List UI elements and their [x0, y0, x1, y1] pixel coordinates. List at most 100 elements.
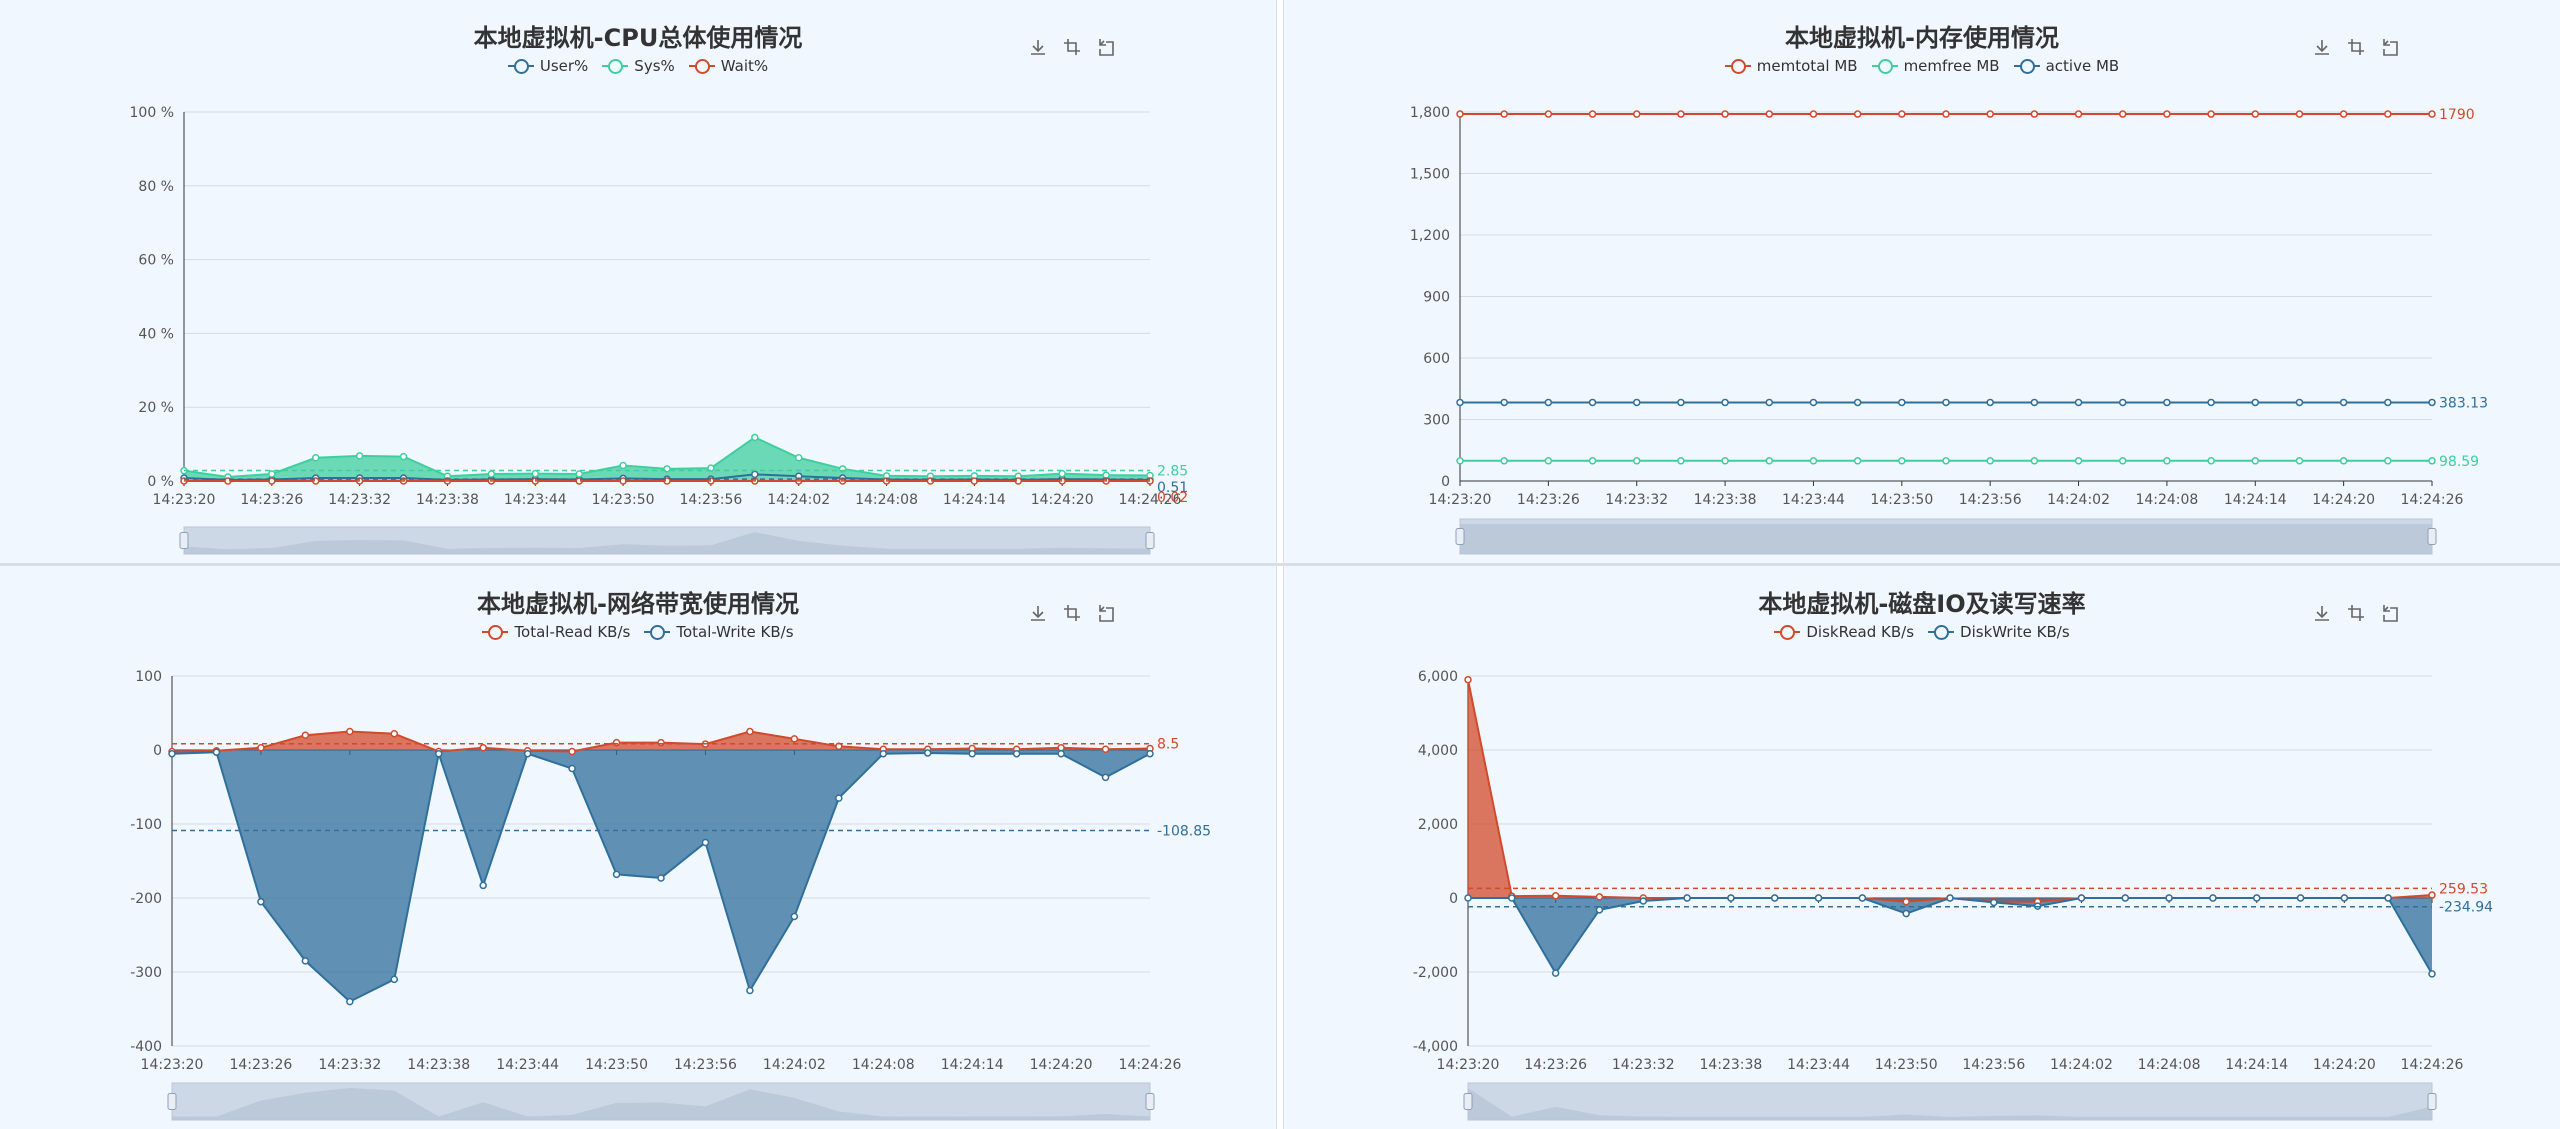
memfree-mb-point	[1588, 457, 1597, 465]
x-tick-label: 14:23:38	[407, 1057, 470, 1073]
legend-item-user[interactable]: User%	[507, 57, 589, 75]
x-tick-label: 14:23:20	[153, 492, 216, 508]
y-tick-label: 0	[153, 743, 162, 759]
mark-line-label: -234.94	[2439, 900, 2493, 916]
x-tick-label: 14:24:26	[1119, 1057, 1182, 1073]
x-tick-label: 14:24:02	[763, 1057, 826, 1073]
x-tick-label: 14:23:44	[496, 1057, 559, 1073]
memfree-mb-point	[1721, 457, 1729, 465]
zoom-handle-right[interactable]	[2427, 528, 2437, 545]
legend-item-wait[interactable]: Wait%	[688, 57, 769, 75]
memtotal-mb-point	[2207, 110, 2215, 118]
legend-label: Wait%	[720, 57, 769, 75]
total-write-kb-s-point	[879, 749, 888, 758]
zoom-select-icon[interactable]	[1059, 600, 1085, 626]
legend-swatch-icon	[507, 59, 534, 74]
memfree-mb-point	[2118, 457, 2127, 465]
zoom-select-icon-glyph	[1064, 39, 1080, 55]
sys-point	[399, 452, 408, 461]
legend-item-total-read-kb-s[interactable]: Total-Read KB/s	[482, 623, 630, 641]
zoom-select-icon[interactable]	[2343, 600, 2369, 626]
zoom-reset-icon[interactable]	[1093, 34, 1119, 60]
legend-item-diskwrite-kb-s[interactable]: DiskWrite KB/s	[1928, 623, 2070, 641]
legend-swatch-icon	[602, 59, 629, 74]
icon-path	[2348, 605, 2364, 621]
zoom-handle-left[interactable]	[179, 532, 189, 549]
memtotal-mb-point	[1677, 110, 1685, 118]
zoom-select-icon[interactable]	[1059, 34, 1085, 60]
total-read-kb-s-point	[390, 729, 399, 738]
legend-item-sys[interactable]: Sys%	[602, 57, 675, 75]
x-tick-label: 14:23:44	[504, 492, 567, 508]
zoom-reset-icon[interactable]	[2377, 34, 2403, 60]
zoom-handle-left[interactable]	[1455, 528, 1465, 545]
chart-title: 本地虚拟机-内存使用情况	[1785, 24, 2059, 52]
download-icon[interactable]	[1025, 600, 1051, 626]
total-read-kb-s-point	[1101, 745, 1110, 754]
grid-lines	[1460, 111, 2432, 482]
legend-item-active-mb[interactable]: active MB	[2013, 57, 2119, 75]
zoom-reset-icon[interactable]	[2377, 600, 2403, 626]
sys-point	[794, 454, 803, 462]
chart-toolbox	[1025, 600, 1119, 626]
active-mb-point	[2118, 398, 2127, 407]
y-tick-label: 60 %	[138, 253, 174, 269]
memfree-mb-point	[1898, 457, 1906, 465]
legend-circle	[2019, 59, 2035, 74]
active-mb-point	[2428, 398, 2436, 407]
y-tick-label: -100	[130, 817, 162, 833]
download-icon[interactable]	[2309, 600, 2335, 626]
legend-label: User%	[539, 57, 589, 75]
legend-item-diskread-kb-s[interactable]: DiskRead KB/s	[1774, 623, 1914, 641]
download-icon[interactable]	[2309, 34, 2335, 60]
data-zoom-slider[interactable]	[167, 1082, 1155, 1121]
x-tick-label: 14:23:56	[679, 492, 742, 508]
cpu-chart-panel: 0 % 20 % 40 % 60 % 80 % 100 % 14:23:20 14:23:26…	[0, 0, 1276, 563]
legend-circle	[650, 625, 666, 640]
zoom-handle-left[interactable]	[1463, 1093, 1473, 1110]
diskwrite-kb-s-point	[2296, 894, 2305, 902]
legend-item-total-write-kb-s[interactable]: Total-Write KB/s	[644, 623, 794, 641]
active-mb-point	[2074, 398, 2083, 407]
zoom-handle-right[interactable]	[1145, 532, 1155, 549]
data-zoom-slider[interactable]	[1463, 1082, 2437, 1121]
legend-swatch-icon	[1871, 59, 1898, 74]
legend-item-memtotal-mb[interactable]: memtotal MB	[1724, 57, 1858, 75]
total-write-kb-s-point	[212, 748, 221, 756]
chart-legend: memtotal MB memfree MB active MB	[1284, 57, 2560, 77]
x-tick-label: 14:24:14	[943, 492, 1006, 508]
download-icon[interactable]	[1025, 34, 1051, 60]
x-tick-label: 14:24:08	[855, 492, 918, 508]
memfree-mb-point	[2163, 457, 2171, 465]
icon-path	[2348, 39, 2364, 55]
icon-path	[2315, 606, 2329, 621]
data-zoom-slider[interactable]	[179, 526, 1155, 555]
x-tick-label: 14:24:20	[2313, 1057, 2376, 1073]
memtotal-mb-point	[1809, 110, 1818, 118]
zoom-handle-left[interactable]	[167, 1093, 177, 1110]
total-write-kb-s-point	[434, 749, 443, 758]
memtotal-mb-point	[1853, 110, 1862, 118]
y-tick-label: 600	[1423, 351, 1450, 367]
memfree-mb-point	[2428, 457, 2436, 465]
memfree-mb-point	[1942, 457, 1950, 465]
active-mb-point	[2339, 398, 2348, 407]
zoom-handle-right[interactable]	[2427, 1093, 2437, 1110]
x-tick-label: 14:24:26	[2401, 492, 2464, 508]
icon-path	[1031, 40, 1045, 55]
legend-swatch-icon	[644, 625, 671, 640]
zoom-shadow	[184, 532, 1150, 554]
x-tick-label: 14:24:08	[852, 1057, 915, 1073]
zoom-reset-icon[interactable]	[1093, 600, 1119, 626]
diskwrite-kb-s-point	[1727, 894, 1735, 902]
zoom-select-icon[interactable]	[2343, 34, 2369, 60]
legend-item-memfree-mb[interactable]: memfree MB	[1871, 57, 2000, 75]
data-zoom-slider[interactable]	[1455, 518, 2437, 555]
memfree-mb-point	[1544, 457, 1553, 465]
x-tick-label: 14:24:08	[2135, 492, 2198, 508]
x-tick-label: 14:24:14	[941, 1057, 1004, 1073]
x-tick-label: 14:23:32	[328, 492, 391, 508]
chart-title: 本地虚拟机-网络带宽使用情况	[477, 590, 799, 618]
zoom-handle-right[interactable]	[1145, 1093, 1155, 1110]
x-tick-label: 14:23:50	[1870, 492, 1933, 508]
